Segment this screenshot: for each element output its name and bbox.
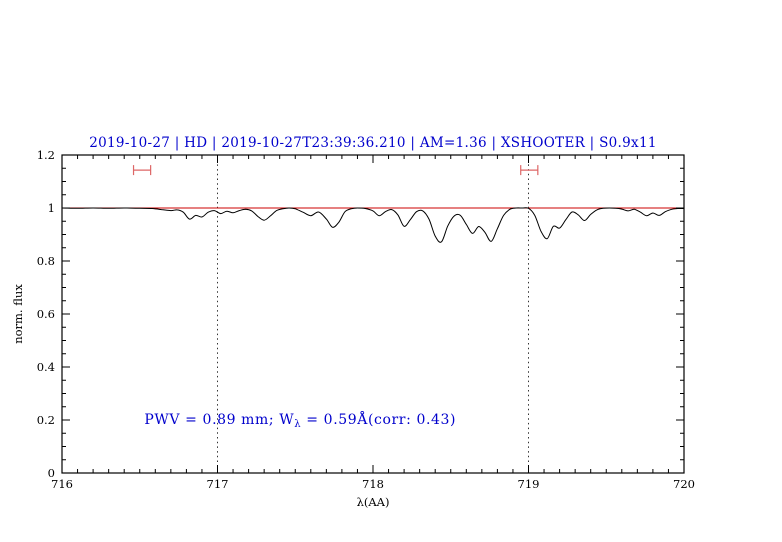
interval-marker bbox=[132, 165, 152, 176]
axes-layer: 716 717 718 719 720 0 0.2 0.4 0.6 0.8 1 1.2 bbox=[37, 148, 695, 491]
pwv-annotation-prefix: PWV = 0.89 mm; W bbox=[144, 412, 294, 428]
chart-title: 2019-10-27 | HD | 2019-10-27T23:39:36.21… bbox=[89, 135, 656, 151]
pwv-annotation-subscript: λ bbox=[294, 419, 301, 430]
x-tick-label: 716 bbox=[51, 477, 73, 491]
y-axis-label: norm. flux bbox=[11, 284, 25, 344]
y-tick-label: 1 bbox=[48, 201, 55, 215]
pwv-annotation: PWV = 0.89 mm; Wλ = 0.59Å(corr: 0.43) bbox=[144, 410, 456, 430]
y-tick-label: 1.2 bbox=[37, 148, 55, 162]
x-tick-label: 719 bbox=[518, 477, 540, 491]
plot-layers bbox=[61, 155, 685, 473]
x-tick-label: 717 bbox=[207, 477, 229, 491]
y-tick-label: 0.8 bbox=[37, 254, 55, 268]
pwv-annotation-suffix: = 0.59Å(corr: 0.43) bbox=[301, 410, 456, 428]
interval-marker bbox=[520, 165, 539, 176]
y-tick-label: 0.6 bbox=[37, 307, 55, 321]
y-tick-label: 0.4 bbox=[37, 360, 55, 374]
y-tick-label: 0 bbox=[48, 466, 55, 480]
x-tick-label: 720 bbox=[673, 477, 695, 491]
x-axis-label: λ(AA) bbox=[357, 495, 390, 509]
y-tick-label: 0.2 bbox=[37, 413, 55, 427]
x-tick-label: 718 bbox=[362, 477, 384, 491]
spectrum-line bbox=[61, 207, 685, 243]
